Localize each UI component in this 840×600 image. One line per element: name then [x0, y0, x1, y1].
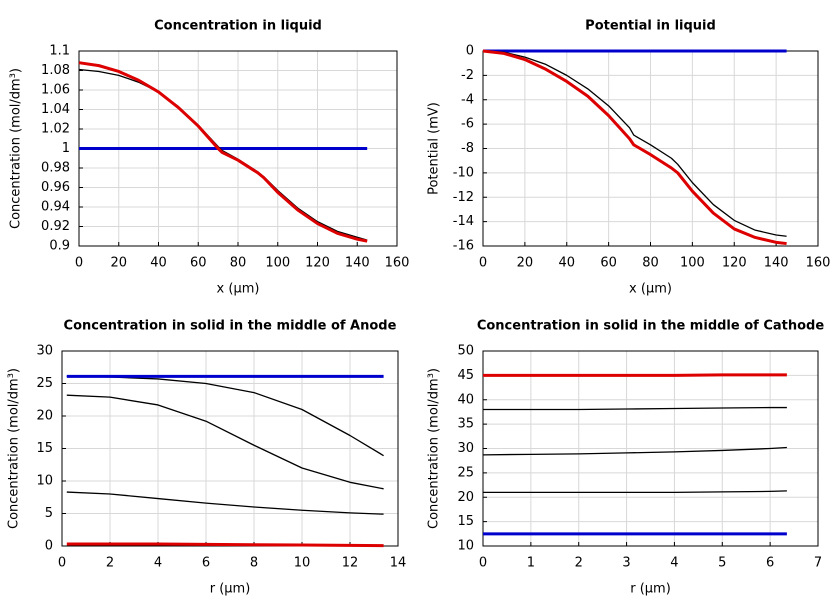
x-tick-label: 8 [250, 556, 258, 571]
y-tick-label: 0.94 [41, 200, 70, 215]
y-tick-label: 5 [45, 506, 53, 521]
y-tick-label: 1.06 [41, 83, 70, 98]
x-tick-label: 4 [670, 556, 678, 571]
x-tick-label: 6 [766, 556, 774, 571]
y-tick-label: 15 [36, 441, 53, 456]
x-tick-label: 4 [154, 556, 162, 571]
x-tick-label: 140 [764, 256, 789, 271]
series-line [483, 406, 787, 411]
subplot: Concentration in solid in the middle of … [427, 319, 825, 597]
y-tick-label: 0.98 [41, 161, 70, 176]
x-tick-label: 2 [575, 556, 583, 571]
y-tick-label: 10 [457, 539, 474, 554]
x-tick-label: 40 [150, 256, 167, 271]
series-line [66, 394, 384, 490]
y-tick-label: -4 [461, 92, 474, 107]
x-axis-label: x (μm) [629, 282, 672, 297]
y-tick-label: 30 [457, 441, 474, 456]
x-tick-label: 60 [600, 256, 617, 271]
series-line [482, 50, 787, 237]
x-tick-label: 6 [202, 556, 210, 571]
y-tick-label: 0 [45, 539, 53, 554]
y-tick-label: -2 [461, 68, 474, 83]
chart-title: Concentration in liquid [154, 19, 322, 34]
x-tick-label: 120 [305, 256, 330, 271]
y-axis-label: Concentration (mol/dm³) [9, 68, 24, 229]
y-tick-label: -14 [453, 214, 474, 229]
y-tick-label: 0.9 [49, 239, 70, 254]
y-tick-label: 1.04 [41, 102, 70, 117]
y-tick-label: 25 [36, 376, 53, 391]
x-tick-label: 100 [680, 256, 705, 271]
y-tick-label: -16 [453, 239, 474, 254]
x-tick-label: 5 [718, 556, 726, 571]
x-tick-label: 2 [106, 556, 114, 571]
x-tick-label: 0 [479, 256, 487, 271]
x-tick-label: 80 [642, 256, 659, 271]
y-tick-label: -10 [453, 165, 474, 180]
x-tick-label: 20 [110, 256, 127, 271]
y-tick-label: 15 [457, 514, 474, 529]
x-tick-label: 160 [806, 256, 831, 271]
y-tick-label: -6 [461, 117, 474, 132]
series-line [482, 446, 787, 456]
x-tick-label: 140 [345, 256, 370, 271]
subplot: Concentration in solid in the middle of … [7, 319, 407, 597]
y-tick-label: -8 [461, 141, 474, 156]
x-tick-label: 160 [385, 256, 410, 271]
x-tick-label: 0 [479, 556, 487, 571]
x-tick-label: 20 [517, 256, 534, 271]
y-tick-label: 1 [62, 141, 70, 156]
y-tick-label: -12 [453, 190, 474, 205]
x-tick-label: 80 [230, 256, 247, 271]
series-line [66, 491, 384, 515]
x-axis-label: x (μm) [217, 282, 260, 297]
x-tick-label: 10 [294, 556, 311, 571]
x-tick-label: 120 [722, 256, 747, 271]
y-tick-label: 1.08 [41, 63, 70, 78]
x-axis-label: r (μm) [630, 582, 671, 597]
x-tick-label: 12 [342, 556, 359, 571]
chart-title: Concentration in solid in the middle of … [477, 319, 825, 334]
series-line [66, 542, 384, 548]
y-tick-label: 1.02 [41, 122, 70, 137]
x-axis-label: r (μm) [210, 582, 251, 597]
y-tick-label: 20 [36, 409, 53, 424]
y-tick-label: 50 [457, 344, 474, 359]
y-axis-label: Potential (mV) [427, 102, 442, 195]
x-tick-label: 0 [75, 256, 83, 271]
x-tick-label: 60 [190, 256, 207, 271]
y-axis-label: Concentration (mol/dm³) [427, 368, 442, 529]
y-tick-label: 0.96 [41, 180, 70, 195]
subplot: Concentration in liquid x (μm) Concentrati… [9, 19, 410, 297]
y-tick-label: 0 [466, 44, 474, 59]
y-tick-label: 30 [36, 344, 53, 359]
series-line [78, 68, 368, 241]
y-tick-label: 20 [457, 490, 474, 505]
y-tick-label: 0.92 [41, 219, 70, 234]
y-tick-label: 1.1 [49, 44, 70, 59]
series-line [482, 49, 787, 246]
series-line [483, 490, 787, 494]
plot-frame [482, 350, 819, 547]
x-tick-label: 7 [814, 556, 822, 571]
x-tick-label: 3 [622, 556, 630, 571]
x-tick-label: 14 [390, 556, 407, 571]
chart-title: Concentration in solid in the middle of … [64, 319, 397, 334]
series-line [78, 61, 368, 243]
chart-title: Potential in liquid [585, 19, 716, 34]
subplot: Potential in liquid x (μm) Potential (mV) 0… [427, 19, 831, 297]
x-tick-label: 0 [58, 556, 66, 571]
y-tick-label: 25 [457, 465, 474, 480]
y-axis-label: Concentration (mol/dm³) [7, 368, 22, 529]
x-tick-label: 40 [558, 256, 575, 271]
y-tick-label: 10 [36, 474, 53, 489]
y-tick-label: 45 [457, 368, 474, 383]
y-tick-label: 35 [457, 417, 474, 432]
x-tick-label: 100 [265, 256, 290, 271]
y-tick-label: 40 [457, 392, 474, 407]
x-tick-label: 1 [527, 556, 535, 571]
